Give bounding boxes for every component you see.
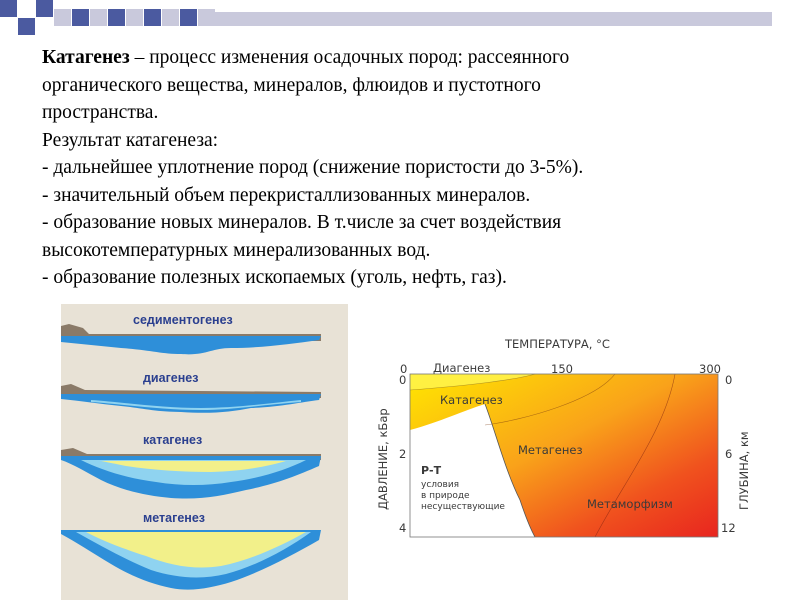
left-tick-2: 2	[399, 447, 406, 461]
pt-diagram: ТЕМПЕРАТУРА, °C ДАВЛЕНИЕ, кБар ГЛУБИНА, …	[376, 337, 751, 538]
text-line-9: - образование полезных ископаемых (уголь…	[42, 267, 507, 288]
deco-square	[54, 9, 71, 26]
text-line-1: Катагенез – процесс изменения осадочных …	[42, 47, 570, 68]
deco-square	[126, 9, 143, 26]
pt-impossible-region	[410, 404, 535, 537]
pt-note-line-2: в природе	[421, 491, 470, 501]
deco-square	[18, 18, 35, 35]
deco-square	[144, 9, 161, 26]
zone-diagenesis: Диагенез	[433, 361, 490, 375]
pt-note-title: Р-Т	[421, 464, 442, 477]
zone-catagenesis: Катагенез	[440, 393, 503, 407]
deco-square	[36, 18, 53, 35]
zone-metagenesis: Метагенез	[518, 443, 583, 457]
top-tick-150: 150	[551, 362, 573, 376]
zone-metamorphism: Метаморфизм	[587, 497, 673, 511]
pt-note-line-3: несуществующие	[421, 502, 505, 512]
text-line-3: пространства.	[42, 102, 159, 123]
sedimentation-stages-figure: седиментогенез диагенез катагенез метаге…	[61, 304, 348, 600]
deco-square	[0, 18, 17, 35]
deco-square	[180, 9, 197, 26]
right-tick-12: 12	[721, 521, 736, 535]
stage-catagenesis: катагенез	[61, 433, 321, 499]
top-tick-300: 300	[699, 362, 721, 376]
stage-label-sedimentogenesis: седиментогенез	[133, 313, 233, 327]
stage-sedimentogenesis: седиментогенез	[61, 313, 321, 355]
text-line-5: - дальнейшее уплотнение пород (снижение …	[42, 157, 584, 178]
text-line-7: - образование новых минералов. В т.числе…	[42, 212, 562, 233]
deco-square	[18, 0, 35, 17]
stage-label-catagenesis: катагенез	[143, 433, 202, 447]
deco-square	[108, 9, 125, 26]
header-decoration	[0, 0, 800, 36]
top-tick-0: 0	[400, 362, 407, 376]
deco-square	[0, 0, 17, 17]
right-tick-6: 6	[725, 447, 732, 461]
left-tick-0: 0	[399, 373, 406, 387]
text-line-4: Результат катагенеза:	[42, 129, 219, 151]
deco-square	[90, 9, 107, 26]
stage-diagenesis: диагенез	[61, 371, 321, 413]
left-axis-title: ДАВЛЕНИЕ, кБар	[376, 408, 390, 510]
deco-square	[72, 9, 89, 26]
pt-note-line-1: условия	[421, 480, 459, 490]
text-line-2: органического вещества, минералов, флюид…	[42, 74, 541, 96]
right-axis-title: ГЛУБИНА, км	[737, 431, 751, 510]
stage-metagenesis: метагенез	[61, 511, 321, 590]
deco-square	[198, 9, 215, 26]
text-line-6: - значительный объем перекристаллизованн…	[42, 184, 531, 206]
text-line-8: высокотемпературных минерализованных вод…	[42, 239, 431, 261]
x-axis-title: ТЕМПЕРАТУРА, °C	[504, 337, 610, 351]
right-tick-0: 0	[725, 373, 732, 387]
left-tick-4: 4	[399, 521, 406, 535]
slide-text: Катагенез – процесс изменения осадочных …	[42, 44, 782, 292]
term-katagenez: Катагенез	[42, 47, 130, 68]
deco-square	[36, 0, 53, 17]
stage-label-metagenesis: метагенез	[143, 511, 205, 525]
stage-label-diagenesis: диагенез	[143, 371, 198, 385]
deco-square	[162, 9, 179, 26]
